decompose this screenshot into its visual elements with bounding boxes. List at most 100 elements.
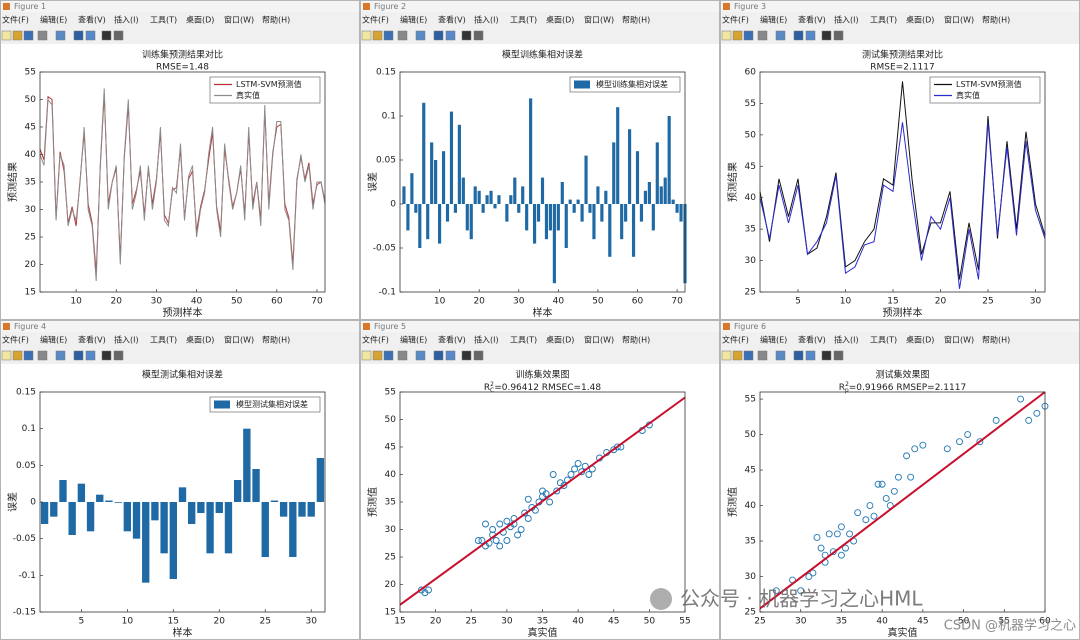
- toolbar-button[interactable]: [113, 350, 124, 361]
- toolbar-button[interactable]: [55, 350, 66, 361]
- menu-item[interactable]: 编辑(E): [40, 335, 67, 345]
- toolbar-button[interactable]: [743, 350, 754, 361]
- toolbar-button[interactable]: [757, 30, 768, 41]
- toolbar-button[interactable]: [757, 350, 768, 361]
- toolbar-button[interactable]: [805, 350, 816, 361]
- menu-item[interactable]: 工具(T): [510, 336, 537, 345]
- menu-item[interactable]: 插入(I): [474, 15, 499, 25]
- menu-item[interactable]: 桌面(D): [906, 335, 934, 345]
- menu-item[interactable]: 窗口(W): [584, 15, 614, 25]
- menu-item[interactable]: 工具(T): [870, 16, 897, 25]
- toolbar-button[interactable]: [23, 350, 34, 361]
- menu-item[interactable]: 工具(T): [150, 16, 177, 25]
- toolbar-button[interactable]: [55, 30, 66, 41]
- toolbar-button[interactable]: [101, 30, 112, 41]
- menu-item[interactable]: 桌面(D): [186, 15, 214, 25]
- menu-item[interactable]: 编辑(E): [760, 335, 787, 345]
- menu-item[interactable]: 文件(F): [722, 15, 749, 25]
- menu-item[interactable]: 帮助(H): [262, 335, 290, 345]
- menu-item[interactable]: 查看(V): [798, 335, 826, 345]
- menu-item[interactable]: 工具(T): [870, 336, 897, 345]
- menu-item[interactable]: 窗口(W): [224, 15, 254, 25]
- toolbar-button[interactable]: [805, 30, 816, 41]
- toolbar-button[interactable]: [372, 30, 383, 41]
- menu-item[interactable]: 工具(T): [150, 336, 177, 345]
- menu-item[interactable]: 编辑(E): [760, 15, 787, 25]
- menu-item[interactable]: 插入(I): [834, 15, 859, 25]
- menu-item[interactable]: 文件(F): [362, 335, 389, 345]
- menu-item[interactable]: 文件(F): [2, 335, 29, 345]
- menu-item[interactable]: 插入(I): [834, 335, 859, 345]
- toolbar-button[interactable]: [113, 30, 124, 41]
- menu-item[interactable]: 帮助(H): [982, 335, 1010, 345]
- toolbar-button[interactable]: [732, 30, 743, 41]
- menu-item[interactable]: 查看(V): [798, 15, 826, 25]
- toolbar-button[interactable]: [397, 350, 408, 361]
- menu-item[interactable]: 查看(V): [438, 15, 466, 25]
- toolbar-button[interactable]: [775, 30, 786, 41]
- menu-item[interactable]: 桌面(D): [546, 335, 574, 345]
- menu-item[interactable]: 插入(I): [474, 335, 499, 345]
- toolbar-button[interactable]: [361, 350, 372, 361]
- toolbar-button[interactable]: [793, 350, 804, 361]
- toolbar-button[interactable]: [793, 30, 804, 41]
- toolbar-button[interactable]: [743, 30, 754, 41]
- toolbar-button[interactable]: [1, 30, 12, 41]
- menu-item[interactable]: 桌面(D): [546, 15, 574, 25]
- toolbar-button[interactable]: [732, 350, 743, 361]
- toolbar-button[interactable]: [415, 30, 426, 41]
- toolbar-button[interactable]: [445, 30, 456, 41]
- toolbar-button[interactable]: [721, 30, 732, 41]
- toolbar-button[interactable]: [73, 350, 84, 361]
- toolbar-button[interactable]: [833, 30, 844, 41]
- menu-item[interactable]: 编辑(E): [400, 15, 427, 25]
- toolbar-button[interactable]: [821, 30, 832, 41]
- menu-item[interactable]: 桌面(D): [906, 15, 934, 25]
- toolbar-button[interactable]: [101, 350, 112, 361]
- toolbar-button[interactable]: [473, 30, 484, 41]
- menu-item[interactable]: 帮助(H): [262, 15, 290, 25]
- toolbar-button[interactable]: [37, 30, 48, 41]
- menu-item[interactable]: 文件(F): [362, 15, 389, 25]
- menu-item[interactable]: 帮助(H): [622, 15, 650, 25]
- toolbar-button[interactable]: [433, 30, 444, 41]
- toolbar-button[interactable]: [721, 350, 732, 361]
- toolbar-button[interactable]: [12, 30, 23, 41]
- menu-item[interactable]: 窗口(W): [224, 335, 254, 345]
- toolbar-button[interactable]: [23, 30, 34, 41]
- menu-item[interactable]: 插入(I): [114, 335, 139, 345]
- menu-item[interactable]: 编辑(E): [400, 335, 427, 345]
- toolbar-button[interactable]: [372, 350, 383, 361]
- toolbar-button[interactable]: [383, 350, 394, 361]
- toolbar-button[interactable]: [775, 350, 786, 361]
- toolbar-button[interactable]: [1, 350, 12, 361]
- toolbar-button[interactable]: [445, 350, 456, 361]
- menu-item[interactable]: 桌面(D): [186, 335, 214, 345]
- toolbar-button[interactable]: [397, 30, 408, 41]
- toolbar-button[interactable]: [361, 30, 372, 41]
- menu-item[interactable]: 查看(V): [438, 335, 466, 345]
- menu-item[interactable]: 文件(F): [2, 15, 29, 25]
- toolbar-button[interactable]: [461, 350, 472, 361]
- menu-item[interactable]: 窗口(W): [944, 15, 974, 25]
- toolbar-button[interactable]: [433, 350, 444, 361]
- toolbar-button[interactable]: [37, 350, 48, 361]
- toolbar-button[interactable]: [12, 350, 23, 361]
- menu-item[interactable]: 工具(T): [510, 16, 537, 25]
- menu-item[interactable]: 查看(V): [78, 335, 106, 345]
- menu-item[interactable]: 查看(V): [78, 15, 106, 25]
- menu-item[interactable]: 窗口(W): [584, 335, 614, 345]
- toolbar-button[interactable]: [85, 30, 96, 41]
- toolbar-button[interactable]: [461, 30, 472, 41]
- toolbar-button[interactable]: [473, 350, 484, 361]
- menu-item[interactable]: 窗口(W): [944, 335, 974, 345]
- menu-item[interactable]: 编辑(E): [40, 15, 67, 25]
- menu-item[interactable]: 文件(F): [722, 335, 749, 345]
- toolbar-button[interactable]: [821, 350, 832, 361]
- menu-item[interactable]: 帮助(H): [622, 335, 650, 345]
- toolbar-button[interactable]: [85, 350, 96, 361]
- toolbar-button[interactable]: [833, 350, 844, 361]
- menu-item[interactable]: 帮助(H): [982, 15, 1010, 25]
- toolbar-button[interactable]: [383, 30, 394, 41]
- menu-item[interactable]: 插入(I): [114, 15, 139, 25]
